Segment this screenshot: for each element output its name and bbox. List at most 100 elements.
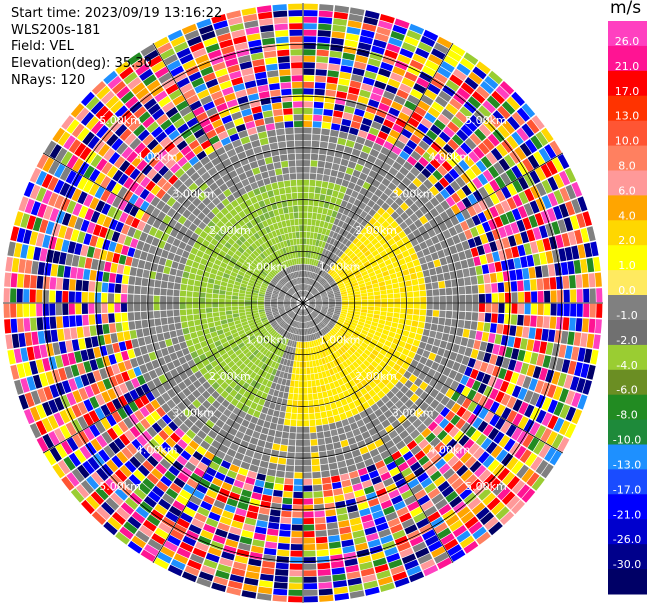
range-bin: [271, 299, 277, 302]
range-bin: [404, 495, 417, 506]
range-bin: [453, 164, 465, 176]
range-bin: [355, 542, 368, 552]
range-bin: [127, 52, 143, 66]
range-bin: [256, 473, 266, 481]
range-bin: [284, 305, 291, 308]
range-bin: [296, 328, 299, 335]
range-bin: [241, 280, 249, 285]
range-bin: [279, 311, 286, 315]
range-bin: [305, 315, 307, 322]
range-bin: [476, 371, 485, 382]
range-bin: [224, 242, 232, 250]
range-bin: [229, 380, 238, 389]
range-bin: [139, 232, 148, 242]
range-bin: [535, 131, 549, 147]
range-bin: [127, 312, 135, 321]
range-bin: [118, 341, 127, 352]
range-bin: [373, 115, 385, 125]
range-bin: [372, 335, 380, 341]
range-bin: [228, 491, 240, 501]
range-bin: [261, 282, 269, 287]
range-bin: [251, 356, 258, 364]
range-bin: [285, 332, 290, 339]
range-bin: [315, 300, 322, 302]
range-bin: [291, 413, 297, 420]
range-bin: [459, 535, 475, 549]
range-bin: [293, 327, 297, 334]
range-bin: [328, 136, 338, 144]
range-bin: [516, 161, 529, 176]
range-bin: [464, 137, 477, 150]
range-bin: [101, 501, 115, 516]
range-bin: [391, 278, 398, 284]
range-bin: [283, 331, 289, 338]
range-bin: [56, 277, 63, 290]
range-bin: [368, 342, 376, 349]
range-bin: [324, 284, 330, 289]
range-bin: [390, 523, 403, 534]
range-bin: [338, 228, 345, 236]
range-bin: [472, 177, 483, 189]
range-bin: [326, 410, 333, 418]
range-bin: [290, 320, 295, 326]
range-bin: [287, 291, 293, 296]
range-bin: [163, 54, 178, 66]
range-bin: [443, 349, 452, 359]
range-bin: [297, 348, 301, 355]
range-bin: [509, 442, 521, 456]
range-bin: [179, 296, 186, 303]
range-bin: [216, 270, 224, 277]
range-bin: [279, 371, 285, 378]
range-bin: [378, 337, 386, 344]
range-bin: [312, 239, 317, 246]
range-bin: [373, 377, 381, 385]
range-bin: [485, 293, 492, 303]
range-bin: [489, 323, 497, 333]
range-bin: [264, 322, 271, 328]
range-bin: [127, 368, 136, 380]
range-bin: [119, 128, 132, 142]
range-bin: [320, 290, 326, 295]
range-bin: [128, 181, 140, 193]
range-bin: [172, 385, 182, 395]
range-bin: [371, 418, 381, 427]
range-bin: [108, 441, 121, 454]
range-bin: [304, 291, 307, 297]
range-bin: [324, 161, 333, 169]
range-bin: [322, 299, 329, 301]
range-bin: [278, 319, 284, 325]
range-bin: [361, 514, 373, 523]
range-bin: [199, 117, 211, 128]
range-bin: [278, 271, 284, 278]
range-bin: [54, 428, 66, 443]
range-bin: [190, 332, 198, 339]
range-bin: [369, 353, 377, 360]
range-bin: [168, 275, 176, 283]
range-bin: [251, 242, 258, 250]
range-bin: [89, 270, 97, 281]
range-bin: [164, 124, 176, 136]
range-bin: [342, 361, 349, 368]
range-bin: [388, 429, 399, 439]
range-bin: [274, 575, 288, 583]
range-bin: [395, 478, 407, 489]
range-bin: [356, 366, 364, 374]
range-bin: [225, 394, 234, 403]
range-bin: [333, 110, 344, 118]
range-bin: [433, 551, 449, 564]
range-bin: [373, 385, 381, 394]
range-bin: [269, 422, 277, 430]
range-bin: [406, 286, 413, 292]
range-bin: [70, 103, 85, 118]
range-bin: [416, 423, 427, 434]
range-bin: [433, 475, 446, 487]
range-bin: [129, 267, 137, 276]
range-bin: [199, 367, 208, 376]
range-bin: [398, 367, 407, 376]
range-bin: [473, 110, 487, 123]
range-bin: [356, 324, 364, 330]
range-bin: [170, 432, 181, 443]
range-bin: [124, 114, 137, 128]
range-bin: [377, 183, 387, 192]
range-bin: [355, 327, 362, 333]
